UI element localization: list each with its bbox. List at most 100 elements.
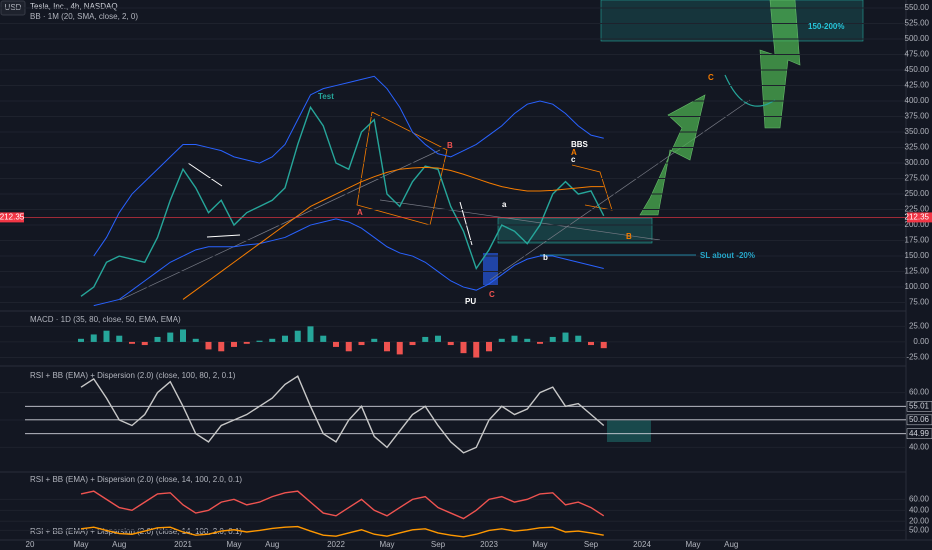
bar (384, 341, 390, 352)
chart-title: Tesla, Inc., 4h, NASDAQ (30, 2, 118, 11)
bar (243, 341, 250, 344)
wave-line (571, 164, 613, 211)
annotation: b (543, 253, 548, 262)
trend-line (379, 199, 661, 241)
bar (218, 341, 225, 352)
annotation: A (571, 148, 577, 157)
bar (447, 341, 454, 346)
x-tick-label: May (226, 540, 241, 549)
y-tick-label: 50.00 (909, 526, 930, 535)
y-tick-label: 300.00 (905, 158, 930, 167)
bar (90, 334, 97, 342)
bar (549, 336, 556, 342)
y-tick-label: 400.00 (905, 96, 930, 105)
y-tick-label: 0.00 (913, 337, 929, 346)
bar (511, 335, 518, 342)
y-tick-label: 275.00 (905, 174, 930, 183)
bar (129, 341, 135, 344)
bar (78, 338, 84, 342)
y-tick-label: -25.00 (906, 353, 929, 362)
y-tick-label: 200.00 (905, 220, 930, 229)
y-tick-label: 60.00 (909, 388, 930, 397)
x-tick-label: 2021 (174, 540, 192, 549)
level-tag (906, 401, 932, 412)
x-tick-label: 20 (26, 540, 35, 549)
series-line (80, 375, 605, 454)
up-arrow (639, 94, 706, 216)
y-tick-label: 525.00 (905, 19, 930, 28)
bar (205, 341, 212, 350)
up-arrow (759, 0, 801, 129)
series-line (93, 218, 604, 307)
y-tick-label: 125.00 (905, 267, 930, 276)
x-tick-label: May (685, 540, 700, 549)
range-zone (497, 217, 653, 244)
y-tick-label: 450.00 (905, 65, 930, 74)
y-tick-label: 20.00 (909, 516, 930, 525)
bar (333, 341, 339, 347)
last-price-label: 212.35 (905, 213, 930, 222)
x-tick-label: Sep (584, 540, 599, 549)
last-price-tag (907, 212, 932, 223)
bar (486, 341, 492, 352)
panel-title: RSI + BB (EMA) + Dispersion (2.0) (close… (30, 371, 236, 380)
target-zone (600, 0, 864, 42)
bar (396, 341, 403, 355)
level-label: 55.01 (909, 401, 930, 410)
bar (473, 341, 480, 358)
y-tick-label: 100.00 (905, 282, 930, 291)
y-tick-label: 375.00 (905, 112, 930, 121)
bar (345, 341, 352, 352)
level-tag (906, 428, 932, 439)
last-price-tag (0, 212, 24, 223)
y-tick-label: 40.00 (909, 442, 930, 451)
bar (409, 341, 416, 346)
bar (269, 338, 276, 342)
bar (460, 341, 467, 354)
bar (141, 341, 148, 346)
annotation: B (447, 141, 453, 150)
bar (320, 335, 327, 342)
y-tick-label: 40.00 (909, 505, 930, 514)
y-tick-label: 350.00 (905, 127, 930, 136)
annotation: C (708, 73, 714, 82)
x-tick-label: May (379, 540, 394, 549)
annotation: A (357, 208, 363, 217)
trend-line (489, 99, 751, 281)
annotation: 150-200% (808, 22, 844, 31)
pu-zone (483, 253, 498, 285)
y-tick-label: 325.00 (905, 143, 930, 152)
bar (103, 330, 110, 342)
y-tick-label: 25.00 (909, 321, 930, 330)
bar (524, 338, 531, 342)
bar (180, 329, 186, 342)
y-tick-label: 550.00 (905, 3, 930, 12)
bar (600, 341, 607, 349)
y-tick-label: 75.00 (909, 298, 930, 307)
y-tick-label: 60.00 (909, 494, 930, 503)
path-curve (724, 74, 776, 107)
bar (588, 341, 594, 346)
y-tick-label: 250.00 (905, 189, 930, 198)
series-line (80, 490, 605, 520)
panel-title: RSI + BB (EMA) + Dispersion (2.0) (close… (30, 475, 242, 484)
annotation: Test (318, 92, 334, 101)
series-line (93, 75, 604, 257)
bar (422, 336, 429, 342)
bar (231, 341, 237, 347)
bar (562, 332, 569, 342)
series-line (182, 166, 604, 300)
series-line (80, 105, 605, 297)
y-tick-label: 150.00 (905, 251, 930, 260)
x-tick-label: 2024 (633, 540, 651, 549)
bar (154, 336, 161, 342)
annotation: c (571, 155, 576, 164)
panel-title: RSI + BB (EMA) + Dispersion (2.0) (close… (30, 527, 242, 536)
y-tick-label: 175.00 (905, 236, 930, 245)
x-tick-label: May (73, 540, 88, 549)
y-tick-label: 225.00 (905, 205, 930, 214)
bar (371, 338, 378, 342)
wave-line (206, 234, 241, 238)
x-tick-label: Aug (112, 540, 126, 549)
